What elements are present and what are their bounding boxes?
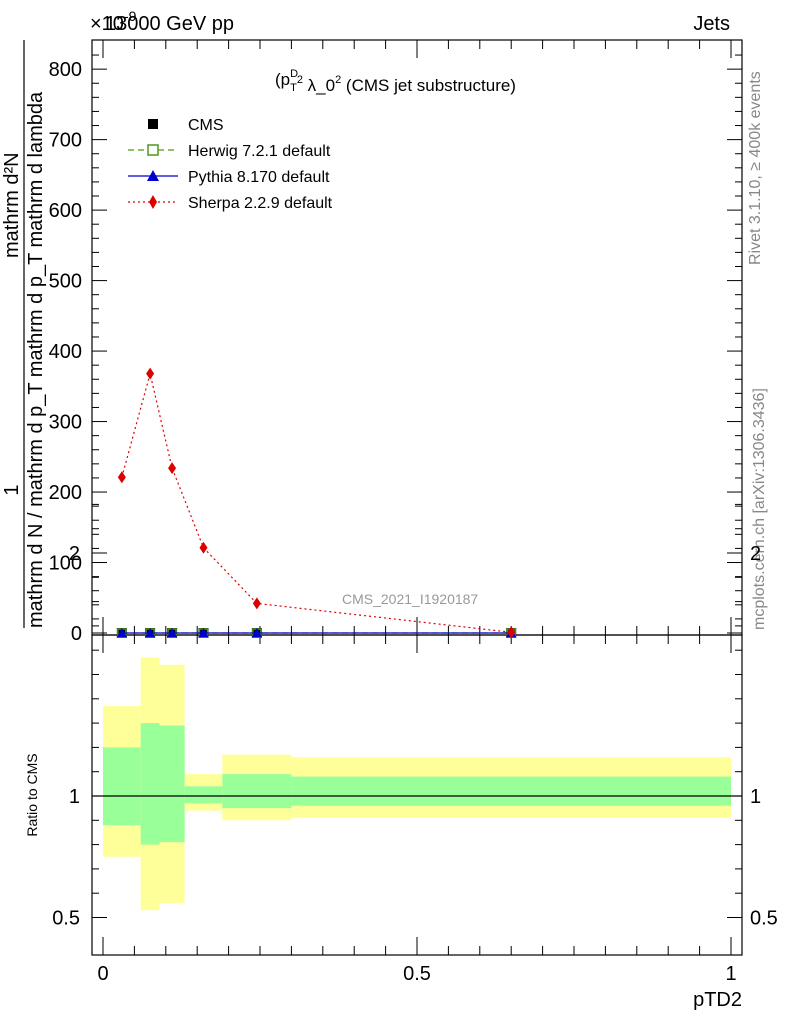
x-tick-label: 0.5	[403, 963, 431, 985]
data-point-pythia	[198, 628, 209, 637]
mcplots-label: mcplots.cern.ch [arXiv:1306.3436]	[751, 388, 768, 630]
ratio-y-tick-label: 0.5	[52, 908, 80, 930]
x-tick-label: 1	[725, 963, 736, 985]
main-y-label: 1 mathrm d N / mathrm d p_T mathrm d p_T…	[1, 40, 47, 628]
ratio-band-green	[222, 774, 292, 809]
data-point-sherpa	[507, 626, 516, 639]
main-y-tick-label: 200	[49, 482, 82, 504]
svg-text:1: 1	[1, 484, 23, 495]
ratio-band-green	[103, 747, 141, 826]
ratio-band-green	[184, 786, 223, 804]
legend-marker-cms	[148, 119, 158, 129]
main-y-tick-label: 700	[49, 130, 82, 152]
legend-label: Herwig 7.2.1 default	[188, 143, 331, 160]
data-point-pythia	[167, 628, 178, 637]
data-point-pythia	[251, 628, 262, 637]
main-y-label-top: mathrm d²N	[1, 152, 23, 258]
ratio-y-tick-label-right: 1	[750, 786, 761, 808]
legend-label: CMS	[188, 117, 224, 134]
ratio-band-green	[140, 723, 160, 845]
data-point-pythia	[145, 628, 156, 637]
ratio-y-tick-label: 2	[69, 543, 80, 565]
data-point-sherpa	[117, 471, 126, 484]
right-title: Jets	[693, 13, 730, 35]
legend-label: Pythia 8.170 default	[188, 169, 330, 186]
ratio-band-green	[291, 776, 731, 806]
legend-marker-pythia	[147, 170, 159, 181]
legend-marker-herwig	[147, 144, 159, 156]
main-y-ticks: 0 100 200 300 400 500 600 700 800	[49, 54, 742, 645]
main-y-tick-label: 300	[49, 412, 82, 434]
main-y-tick-label: 600	[49, 200, 82, 222]
main-y-tick-label: 500	[49, 271, 82, 293]
legend: CMS Herwig 7.2.1 default Pythia 8.170 defa…	[128, 117, 333, 212]
ratio-y-tick-label-right: 0.5	[750, 908, 778, 930]
data-point-sherpa	[168, 462, 177, 475]
x-axis-label: pTD2	[693, 989, 742, 1011]
exponent-label: ×10-9	[90, 8, 137, 35]
main-y-tick-label: 400	[49, 341, 82, 363]
main-y-tick-label: 0	[71, 623, 82, 645]
ratio-bands	[103, 657, 731, 911]
ratio-y-tick-label: 1	[69, 786, 80, 808]
data-point-sherpa	[252, 597, 261, 610]
svg-text:mathrm d N / mathrm d p_T math: mathrm d N / mathrm d p_T mathrm d p_T m…	[25, 91, 47, 628]
left-title: 13000 GeV pp	[105, 13, 234, 35]
ratio-y-ticks: 0.5 0.5 1 1 2 2	[52, 503, 778, 930]
legend-marker-sherpa	[149, 195, 157, 209]
main-y-tick-label: 800	[49, 59, 82, 81]
legend-label: Sherpa 2.2.9 default	[188, 195, 333, 212]
main-y-tick-label: 100	[49, 553, 82, 575]
data-point-sherpa	[146, 367, 155, 380]
rivet-label: Rivet 3.1.10, ≥ 400k events	[747, 71, 764, 265]
x-tick-label: 0	[97, 963, 108, 985]
ratio-band-green	[159, 725, 185, 843]
data-point-pythia	[116, 628, 127, 637]
main-plot-title: (pD T2 λ_02 (CMS jet substructure)	[275, 68, 516, 95]
analysis-watermark: CMS_2021_I1920187	[342, 591, 478, 607]
x-ticks: 0 0.5 1	[97, 40, 737, 985]
ratio-y-tick-label-right: 2	[750, 543, 761, 565]
ratio-y-label: Ratio to CMS	[24, 753, 40, 836]
data-point-sherpa	[199, 541, 208, 554]
series-layer	[116, 367, 517, 639]
